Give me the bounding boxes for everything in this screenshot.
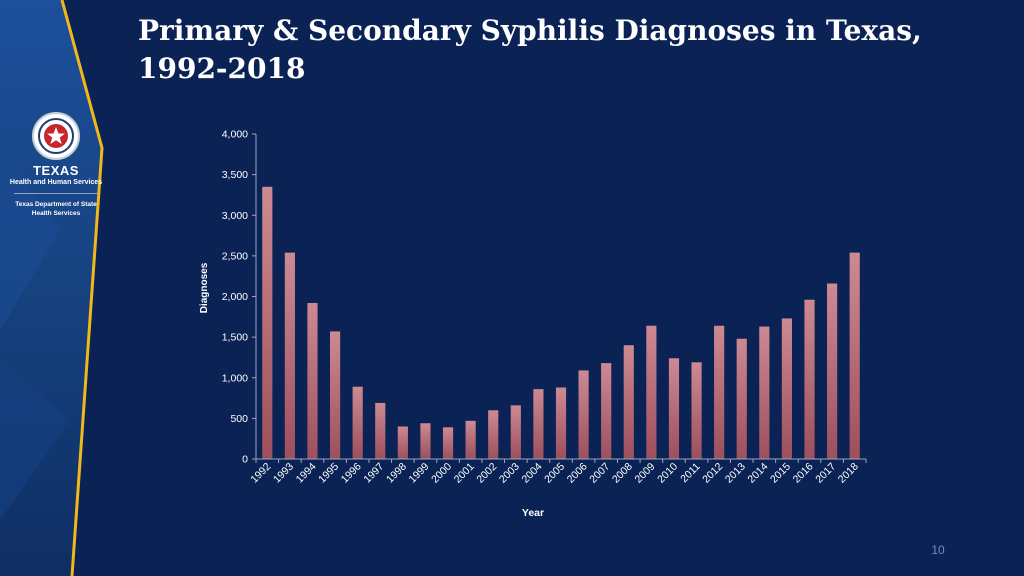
x-tick-label: 1996: [339, 461, 364, 486]
bar-1994: [307, 303, 318, 459]
y-tick-label: 2,000: [222, 291, 248, 303]
x-tick-label: 2010: [655, 461, 680, 486]
x-tick-label: 2012: [700, 461, 725, 486]
bar-1993: [284, 252, 295, 459]
agency-subtitle: Health and Human Services: [9, 179, 103, 186]
agency-name: TEXAS: [33, 163, 79, 178]
bar-1998: [397, 426, 408, 459]
x-tick-label: 2004: [520, 461, 545, 486]
bar-2008: [623, 345, 634, 459]
x-tick-label: 1998: [384, 461, 409, 486]
bar-2006: [578, 370, 589, 459]
bar-2016: [804, 299, 815, 459]
y-tick-label: 3,000: [222, 210, 248, 222]
x-tick-label: 1992: [248, 461, 273, 486]
bar-2012: [714, 325, 725, 459]
x-tick-label: 2006: [565, 461, 590, 486]
sidebar-facet: [0, 360, 70, 520]
y-axis-label: Diagnoses: [199, 262, 210, 313]
accent-stripe: [60, 0, 104, 576]
bar-2000: [442, 427, 454, 459]
x-tick-label: 2002: [474, 461, 499, 486]
x-tick-label: 1995: [316, 461, 341, 486]
x-axis-label: Year: [522, 507, 544, 519]
y-axis-ticks: 0 500 1,000 1,500 2,000 2,500 3,000 3,500 4,000: [222, 129, 256, 466]
x-tick-label: 2001: [452, 461, 477, 486]
x-tick-label: 2000: [429, 461, 454, 486]
x-axis-ticks: 1992199319941995199619971998199920002001…: [248, 459, 867, 486]
slide-title: Primary & Secondary Syphilis Diagnoses i…: [138, 14, 922, 85]
bar-2014: [759, 326, 770, 459]
sidebar-panel: TEXAS Health and Human Services Texas De…: [0, 0, 110, 576]
texas-seal-icon: [32, 112, 80, 160]
x-tick-label: 2016: [791, 461, 816, 486]
y-tick-label: 0: [242, 454, 248, 466]
y-tick-label: 3,500: [222, 169, 248, 181]
x-tick-label: 2008: [610, 461, 635, 486]
bar-2007: [601, 363, 612, 459]
bar-2015: [781, 318, 793, 459]
bar-2005: [555, 387, 567, 459]
x-tick-label: 2003: [497, 461, 522, 486]
bars: [262, 186, 860, 459]
bar-2017: [827, 283, 838, 459]
x-tick-label: 1993: [271, 461, 296, 486]
bar-2013: [736, 338, 747, 459]
y-tick-label: 1,500: [222, 332, 248, 344]
x-tick-label: 2014: [745, 461, 770, 486]
bar-2009: [646, 325, 657, 459]
x-tick-label: 2017: [813, 461, 838, 486]
x-tick-label: 2005: [542, 461, 567, 486]
agency-logo: TEXAS Health and Human Services Texas De…: [8, 112, 104, 218]
bar-1999: [420, 423, 431, 459]
department-name: Texas Department of State Health Service…: [15, 201, 97, 217]
x-tick-label: 2009: [632, 461, 657, 486]
page-number: 10: [931, 543, 945, 557]
logo-divider: [14, 193, 98, 194]
y-tick-label: 4,000: [222, 129, 248, 141]
x-tick-label: 2011: [678, 461, 703, 486]
y-tick-label: 500: [230, 413, 248, 425]
bar-2011: [691, 362, 702, 459]
bar-1995: [329, 331, 341, 459]
x-tick-label: 1997: [361, 461, 386, 486]
sidebar-facet: [0, 150, 60, 330]
x-tick-label: 2015: [768, 461, 793, 486]
x-tick-label: 1994: [294, 461, 319, 486]
bar-2002: [488, 410, 499, 459]
bar-2018: [849, 252, 860, 459]
x-tick-label: 2018: [836, 461, 861, 486]
y-tick-label: 1,000: [222, 372, 248, 384]
x-tick-label: 1999: [407, 461, 432, 486]
bar-1997: [375, 402, 386, 459]
bar-2004: [533, 389, 544, 459]
bar-1996: [352, 386, 363, 459]
y-tick-label: 2,500: [222, 250, 248, 262]
bar-2003: [510, 405, 521, 459]
bar-1992: [262, 186, 273, 459]
bar-2001: [465, 420, 476, 459]
x-tick-label: 2007: [587, 461, 612, 486]
bar-2010: [668, 358, 680, 459]
x-tick-label: 2013: [723, 461, 748, 486]
